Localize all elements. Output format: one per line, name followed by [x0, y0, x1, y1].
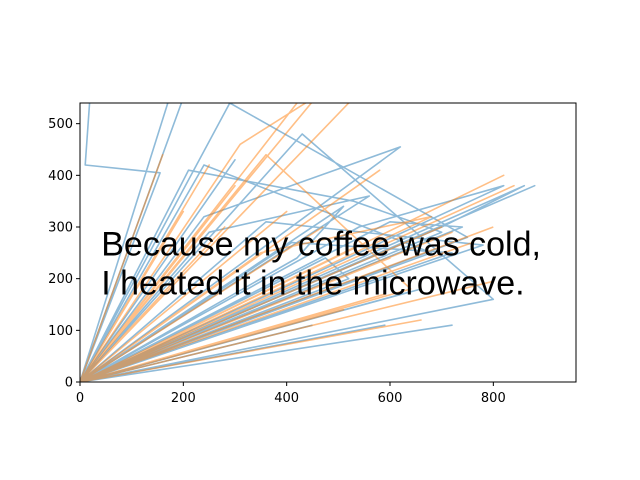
series-line-1: [80, 103, 515, 382]
x-axis: 0 200 400 600 800: [76, 382, 506, 406]
overlay-text-line-1: Because my coffee was cold,: [101, 225, 541, 263]
y-tick-label: 0: [65, 376, 73, 391]
x-tick-label: 0: [76, 391, 84, 406]
x-tick-label: 600: [378, 391, 403, 406]
y-axis: 0 100 200 300 400 500: [48, 117, 80, 391]
x-tick-label: 200: [171, 391, 196, 406]
series-line-0: [80, 103, 536, 382]
x-tick-label: 800: [481, 391, 506, 406]
y-tick-label: 500: [48, 117, 73, 132]
y-tick-label: 100: [48, 324, 73, 339]
x-tick-label: 400: [274, 391, 299, 406]
y-tick-label: 300: [48, 221, 73, 236]
annotation-layer: Because my coffee was cold,I heated it i…: [101, 225, 541, 302]
series-layer: [80, 103, 536, 382]
y-tick-label: 400: [48, 169, 73, 184]
y-tick-label: 200: [48, 272, 73, 287]
overlay-text-line-2: I heated it in the microwave.: [101, 264, 524, 302]
plot-frame: [79, 102, 577, 383]
